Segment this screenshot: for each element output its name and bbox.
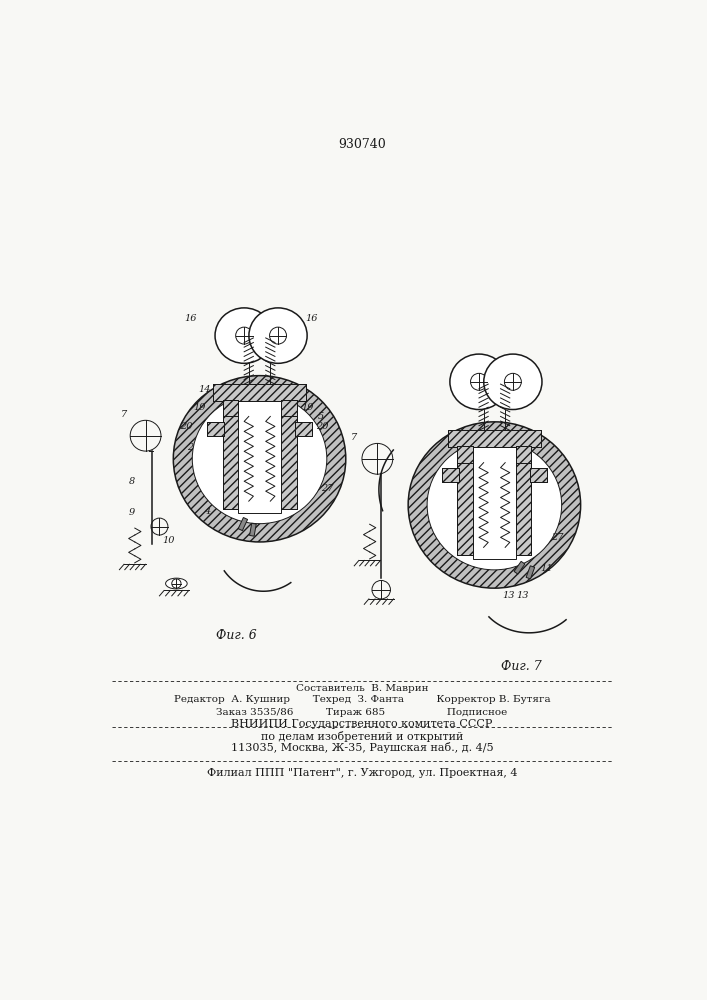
- Text: Заказ 3535/86          Тираж 685                   Подписное: Заказ 3535/86 Тираж 685 Подписное: [216, 708, 508, 717]
- Text: Фиг. 7: Фиг. 7: [501, 660, 542, 673]
- Bar: [457, 455, 473, 555]
- Bar: [238, 401, 281, 513]
- Text: 7: 7: [351, 433, 357, 442]
- Bar: [530, 468, 547, 482]
- Text: 930740: 930740: [338, 138, 386, 151]
- Ellipse shape: [215, 308, 273, 363]
- Polygon shape: [238, 517, 247, 531]
- Bar: [223, 409, 238, 509]
- Text: 4: 4: [204, 507, 210, 516]
- Ellipse shape: [192, 394, 327, 524]
- Ellipse shape: [249, 308, 307, 363]
- Polygon shape: [514, 561, 525, 574]
- Bar: [223, 400, 238, 416]
- Ellipse shape: [450, 354, 508, 410]
- Text: 13: 13: [502, 591, 515, 600]
- Text: 10: 10: [163, 536, 175, 545]
- Text: 19: 19: [193, 403, 206, 412]
- Bar: [457, 446, 473, 463]
- Text: 20: 20: [180, 422, 192, 431]
- Polygon shape: [526, 566, 534, 579]
- Text: 27: 27: [551, 533, 563, 542]
- Text: 8: 8: [129, 477, 135, 486]
- Text: 9: 9: [129, 508, 135, 517]
- Text: 7: 7: [121, 410, 127, 419]
- Text: 20: 20: [317, 422, 329, 431]
- Bar: [295, 422, 312, 436]
- Text: 14: 14: [198, 385, 211, 394]
- Bar: [281, 400, 296, 416]
- Text: 13: 13: [516, 591, 528, 600]
- Ellipse shape: [165, 578, 187, 589]
- Bar: [223, 400, 238, 416]
- Text: Редактор  А. Кушнир       Техред  З. Фанта          Корректор В. Бутяга: Редактор А. Кушнир Техред З. Фанта Корре…: [174, 695, 550, 704]
- Bar: [457, 446, 473, 463]
- Text: 113035, Москва, Ж-35, Раушская наб., д. 4/5: 113035, Москва, Ж-35, Раушская наб., д. …: [230, 742, 493, 753]
- Bar: [223, 409, 238, 509]
- Text: 5: 5: [318, 412, 325, 421]
- Text: по делам изобретений и открытий: по делам изобретений и открытий: [261, 730, 463, 742]
- Bar: [214, 384, 305, 401]
- Polygon shape: [250, 523, 256, 536]
- Bar: [516, 446, 532, 463]
- Text: ВНИИПИ Государственного комитета СССР: ВНИИПИ Государственного комитета СССР: [231, 719, 493, 729]
- Text: Составитель  В. Маврин: Составитель В. Маврин: [296, 684, 428, 693]
- Bar: [281, 409, 296, 509]
- Text: 16: 16: [305, 314, 318, 323]
- Bar: [207, 422, 224, 436]
- Text: 2: 2: [187, 443, 194, 452]
- Text: Фиг. 6: Фиг. 6: [216, 629, 257, 642]
- Ellipse shape: [484, 354, 542, 410]
- Bar: [530, 468, 547, 482]
- Bar: [457, 455, 473, 555]
- Text: 19: 19: [301, 403, 313, 412]
- Text: 27: 27: [321, 484, 334, 493]
- Bar: [448, 430, 541, 447]
- Ellipse shape: [408, 422, 580, 588]
- Text: 16: 16: [184, 314, 197, 323]
- Bar: [295, 422, 312, 436]
- Bar: [516, 455, 532, 555]
- Ellipse shape: [427, 440, 561, 570]
- Bar: [207, 422, 224, 436]
- Text: Филиал ППП "Патент", г. Ужгород, ул. Проектная, 4: Филиал ППП "Патент", г. Ужгород, ул. Про…: [206, 768, 518, 778]
- Bar: [516, 446, 532, 463]
- Ellipse shape: [173, 376, 346, 542]
- Text: 11: 11: [541, 564, 553, 573]
- Bar: [214, 384, 305, 401]
- Bar: [281, 409, 296, 509]
- Bar: [473, 447, 516, 559]
- Bar: [516, 455, 532, 555]
- Bar: [448, 430, 541, 447]
- Bar: [442, 468, 459, 482]
- Bar: [442, 468, 459, 482]
- Bar: [281, 400, 296, 416]
